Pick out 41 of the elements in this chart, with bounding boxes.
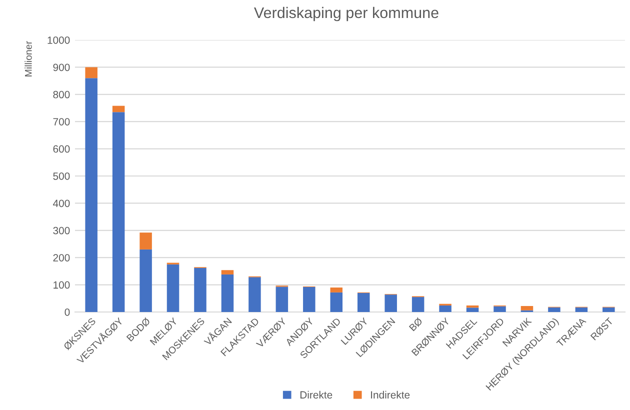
bar <box>276 286 288 312</box>
bar <box>330 288 343 292</box>
y-tick-label: 100 <box>54 281 70 289</box>
y-tick-label: 0 <box>64 308 70 316</box>
y-tick-label: 700 <box>53 118 70 126</box>
bar <box>439 305 452 312</box>
chart-title: Verdiskaping per kommune <box>254 6 438 22</box>
bar <box>221 274 234 312</box>
y-tick-label: 1000 <box>48 36 70 44</box>
bar <box>548 307 560 312</box>
y-tick-label: 600 <box>53 145 70 153</box>
bar <box>85 67 98 78</box>
bar <box>140 249 152 312</box>
y-tick-label: 300 <box>53 226 70 234</box>
y-axis-title: Millioner <box>24 41 32 76</box>
bar <box>112 106 125 112</box>
y-tick-label: 200 <box>53 254 70 262</box>
bar <box>85 78 98 312</box>
bar <box>575 307 588 312</box>
y-tick-label: 400 <box>53 200 70 208</box>
y-tick-label: 900 <box>53 64 70 72</box>
y-tick-label: 500 <box>53 172 70 180</box>
bar <box>602 307 615 312</box>
bar <box>466 305 479 308</box>
legend-label: Indirekte <box>371 390 410 399</box>
bar <box>466 308 479 312</box>
legend-label: Direkte <box>300 390 332 399</box>
bar <box>221 270 234 274</box>
bar <box>248 277 261 312</box>
bar <box>330 292 343 312</box>
bar <box>412 297 424 312</box>
bar <box>140 232 152 250</box>
bar <box>166 264 180 312</box>
bar <box>303 286 316 312</box>
y-tick-label: 800 <box>53 90 70 98</box>
bar <box>494 306 506 312</box>
bar <box>112 112 125 312</box>
bar <box>520 306 534 310</box>
bar <box>357 292 370 312</box>
bar <box>194 268 206 312</box>
bar <box>384 294 397 312</box>
